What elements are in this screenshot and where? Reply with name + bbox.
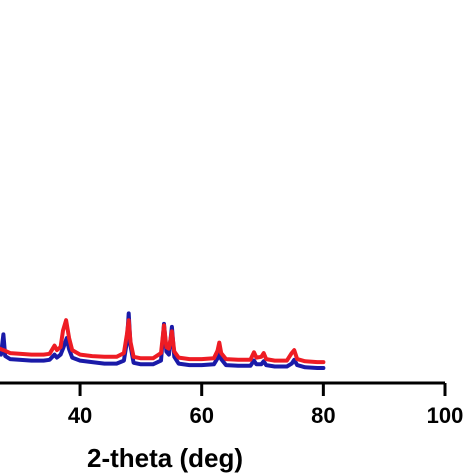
series-line-1 [0, 311, 326, 370]
x-tick-label-100: 100 [427, 403, 464, 428]
x-tick-label-40: 40 [68, 403, 92, 428]
series-line-2 [0, 318, 326, 365]
x-tick-label-60: 60 [189, 403, 213, 428]
x-tick-label-80: 80 [311, 403, 335, 428]
series-layer [0, 311, 326, 370]
x-axis-ticks: 20406080100 [68, 383, 464, 428]
x-axis-title: 2-theta (deg) [87, 443, 243, 473]
